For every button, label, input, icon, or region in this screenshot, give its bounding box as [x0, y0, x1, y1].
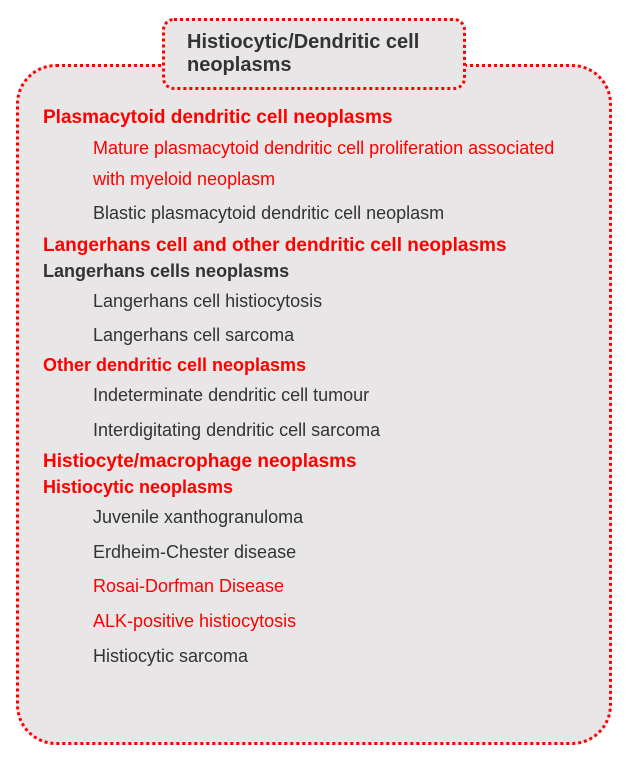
diagram-title: Histiocytic/Dendritic cell neoplasms	[162, 18, 466, 90]
section-header: Plasmacytoid dendritic cell neoplasms	[43, 107, 585, 129]
section-header: Histiocytic neoplasms	[43, 477, 585, 498]
list-item: ALK-positive histiocytosis	[93, 606, 585, 637]
list-item: Erdheim-Chester disease	[93, 537, 585, 568]
list-item: Histiocytic sarcoma	[93, 641, 585, 672]
list-item: Juvenile xanthogranuloma	[93, 502, 585, 533]
list-item: Langerhans cell sarcoma	[93, 320, 585, 351]
diagram-container: Histiocytic/Dendritic cell neoplasms Pla…	[10, 10, 618, 751]
list-item: Rosai-Dorfman Disease	[93, 571, 585, 602]
section-header: Histiocyte/macrophage neoplasms	[43, 451, 585, 473]
section-header: Langerhans cells neoplasms	[43, 261, 585, 282]
list-item: Indeterminate dendritic cell tumour	[93, 380, 585, 411]
list-item: Blastic plasmacytoid dendritic cell neop…	[93, 198, 585, 229]
list-item: Interdigitating dendritic cell sarcoma	[93, 415, 585, 446]
list-item: Langerhans cell histiocytosis	[93, 286, 585, 317]
section-header: Langerhans cell and other dendritic cell…	[43, 235, 585, 257]
content-box: Plasmacytoid dendritic cell neoplasms Mat…	[16, 64, 612, 745]
section-header: Other dendritic cell neoplasms	[43, 355, 585, 376]
list-item: Mature plasmacytoid dendritic cell proli…	[93, 133, 585, 194]
